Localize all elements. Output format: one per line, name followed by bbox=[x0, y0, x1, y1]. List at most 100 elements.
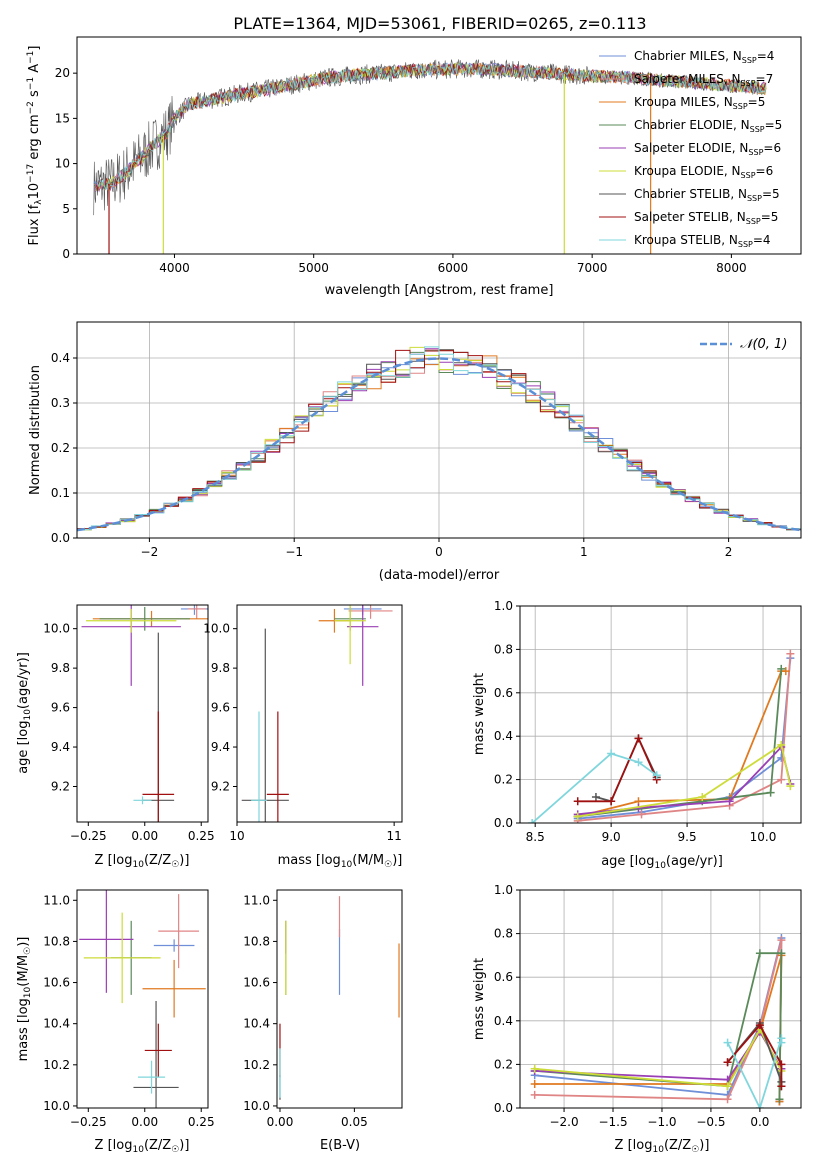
legend-entry: Chabrier ELODIE, NSSP=5 bbox=[634, 118, 782, 134]
x-tick-label: 1 bbox=[580, 545, 588, 559]
spectrum-model-line bbox=[95, 62, 767, 193]
y-tick-label: 10.0 bbox=[203, 622, 230, 636]
weight-point-marker bbox=[777, 936, 786, 945]
legend-entry: Salpeter STELIB, NSSP=5 bbox=[634, 210, 778, 226]
x-tick-label: −1.0 bbox=[647, 1115, 676, 1129]
weight-point-marker bbox=[777, 664, 786, 673]
weight-point-marker bbox=[573, 797, 582, 806]
weight_vs_age-plot bbox=[528, 649, 795, 823]
y-tick-label: 0 bbox=[62, 247, 70, 261]
y-tick-label: 1.0 bbox=[494, 599, 513, 613]
x-tick-label: −1.5 bbox=[598, 1115, 627, 1129]
mass-vs-z-ylabel: mass [log10(M/M☉)] bbox=[16, 937, 33, 1062]
y-tick-label: 10.0 bbox=[243, 1099, 270, 1113]
x-tick-label: 0.25 bbox=[188, 1115, 215, 1129]
x-tick-label: −0.25 bbox=[70, 829, 107, 843]
weight-point-marker bbox=[755, 949, 764, 958]
spectrum-model-line bbox=[96, 62, 767, 190]
age_vs_mass-plot bbox=[241, 605, 393, 822]
weight-point-marker bbox=[723, 1095, 732, 1104]
x-tick-label: 0 bbox=[435, 545, 443, 559]
weight-series-line bbox=[577, 736, 658, 803]
weight-point-marker bbox=[698, 792, 707, 801]
legend-entry: 𝒩(0, 1) bbox=[740, 337, 787, 352]
weight-point-marker bbox=[591, 792, 600, 801]
mass_vs_Z-plot bbox=[79, 890, 206, 1108]
x-tick-label: −0.5 bbox=[696, 1115, 725, 1129]
residuals-axes: −2 −1 0 1 2 0.0 0.1 0.2 0.3 0.4 bbox=[51, 322, 801, 559]
age_vs_mass-frame bbox=[236, 604, 403, 823]
mass-vs-z-xlabel: Z [log10(Z/Z☉)] bbox=[95, 1138, 190, 1155]
y-tick-label: 0.8 bbox=[494, 642, 513, 656]
spectrum-legend: Chabrier MILES, NSSP=4 Salpeter MILES, NS… bbox=[599, 49, 782, 249]
residuals-ylabel: Normed distribution bbox=[28, 365, 43, 495]
x-tick-label: 0.25 bbox=[188, 829, 215, 843]
weight-series-line bbox=[577, 653, 792, 822]
weight-point-marker bbox=[530, 1090, 539, 1099]
spectrum-plot bbox=[93, 59, 767, 254]
y-tick-label: 9.2 bbox=[51, 779, 70, 793]
mass_vs_Z-axes: −0.25 0.00 0.25 10.0 10.2 10.4 10.6 10.8 11.0 bbox=[43, 893, 214, 1129]
y-tick-label: 10.2 bbox=[243, 1058, 270, 1072]
age-vs-z-xlabel: Z [log10(Z/Z☉)] bbox=[95, 853, 190, 870]
weight-point-marker bbox=[777, 775, 786, 784]
age-vs-z-ylabel: age [log10(age/yr)] bbox=[16, 652, 33, 774]
weight-point-marker bbox=[766, 788, 775, 797]
x-tick-label: 0.0 bbox=[750, 1115, 769, 1129]
y-tick-label: 0.8 bbox=[494, 927, 513, 941]
weight-point-marker bbox=[775, 1095, 784, 1104]
weight_vs_Z-axes: −2.0 −1.5 −1.0 −0.5 0.0 0.0 0.2 0.4 0.6 0.8 1.0 bbox=[494, 883, 801, 1129]
y-tick-label: 0.4 bbox=[494, 729, 513, 743]
y-tick-label: 0.6 bbox=[494, 970, 513, 984]
age_vs_Z-plot bbox=[81, 605, 208, 822]
legend-entry: Kroupa ELODIE, NSSP=6 bbox=[634, 164, 773, 180]
x-tick-label: −0.25 bbox=[70, 1115, 107, 1129]
x-tick-label: 9.5 bbox=[678, 830, 697, 844]
y-tick-label: 0.1 bbox=[51, 486, 70, 500]
x-tick-label: 10 bbox=[229, 829, 244, 843]
y-tick-label: 1.0 bbox=[494, 883, 513, 897]
weight-point-marker bbox=[723, 1038, 732, 1047]
y-tick-label: 9.2 bbox=[211, 779, 230, 793]
x-tick-label: 2 bbox=[725, 545, 733, 559]
weight-point-marker bbox=[755, 1021, 764, 1030]
y-tick-label: 10.0 bbox=[43, 622, 70, 636]
residuals-frame bbox=[76, 321, 802, 539]
y-tick-label: 0.4 bbox=[51, 351, 70, 365]
weight_vs_age-frame bbox=[519, 605, 802, 824]
weight-point-marker bbox=[530, 1080, 539, 1089]
figure-title: PLATE=1364, MJD=53061, FIBERID=0265, z=0… bbox=[233, 14, 646, 33]
weight_vs_Z-plot bbox=[530, 933, 786, 1108]
weight-series-line bbox=[531, 752, 658, 823]
age_vs_Z-frame bbox=[76, 604, 209, 823]
x-tick-label: −1 bbox=[285, 545, 303, 559]
spectrum-xlabel: wavelength [Angstrom, rest frame] bbox=[325, 283, 554, 298]
residuals-plot bbox=[77, 346, 801, 532]
weight-series-line bbox=[577, 743, 792, 818]
y-tick-label: 9.6 bbox=[51, 701, 70, 715]
x-tick-label: 11 bbox=[387, 829, 402, 843]
weight_vs_Z-frame bbox=[519, 889, 802, 1109]
weight-series-line bbox=[577, 745, 792, 816]
weight-point-marker bbox=[777, 949, 786, 958]
y-tick-label: 0.2 bbox=[51, 441, 70, 455]
x-tick-label: 5000 bbox=[298, 261, 329, 275]
weight-point-marker bbox=[634, 734, 643, 743]
y-tick-label: 9.8 bbox=[211, 661, 230, 675]
y-tick-label: 0.0 bbox=[51, 531, 70, 545]
weight-point-marker bbox=[786, 649, 795, 658]
weight-point-marker bbox=[786, 782, 795, 791]
x-tick-label: 8000 bbox=[716, 261, 747, 275]
y-tick-label: 0.3 bbox=[51, 396, 70, 410]
residual-histogram bbox=[77, 346, 801, 530]
legend-entry: Chabrier MILES, NSSP=4 bbox=[634, 49, 774, 65]
spectrum-ylabel: Flux [fλ10−17 erg cm−2 s−1 A−1] bbox=[26, 46, 44, 246]
x-tick-label: 0.00 bbox=[267, 1115, 294, 1129]
legend-entry: Kroupa STELIB, NSSP=4 bbox=[634, 233, 771, 249]
spectrum-axes: 4000 5000 6000 7000 8000 0 5 10 15 20 bbox=[55, 66, 747, 275]
y-tick-label: 10 bbox=[55, 157, 70, 171]
weight-vs-z-ylabel: mass weight bbox=[472, 958, 487, 1040]
weight-point-marker bbox=[607, 749, 616, 758]
normal-reference-curve bbox=[77, 357, 801, 532]
